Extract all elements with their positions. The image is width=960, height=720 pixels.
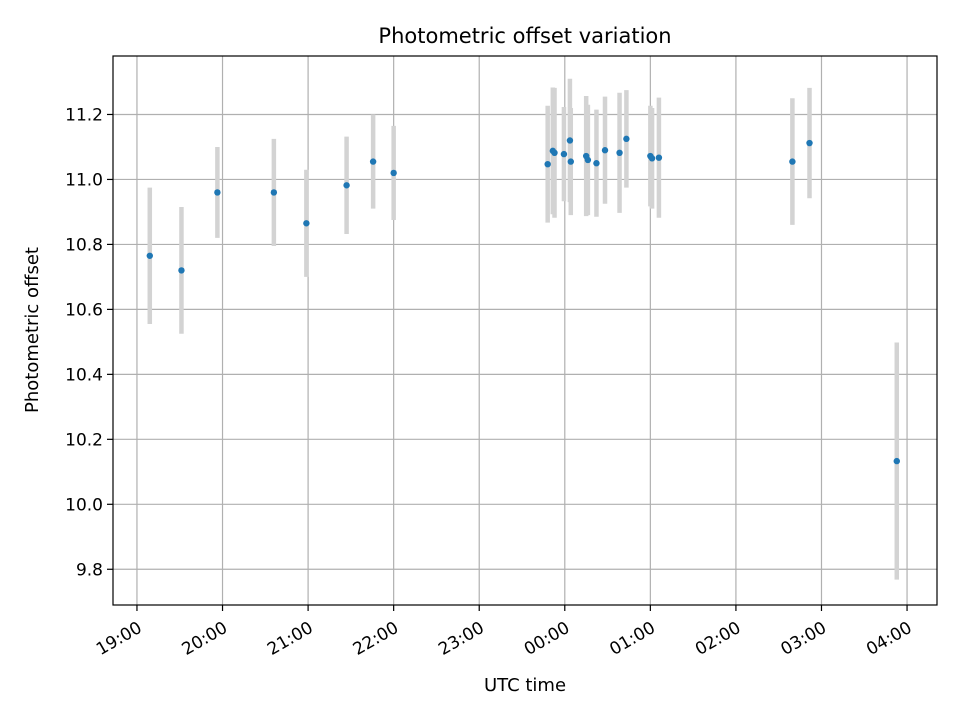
data-point — [584, 156, 592, 164]
x-axis-title: UTC time — [484, 675, 566, 696]
data-point — [789, 158, 796, 165]
plot-frame — [112, 55, 938, 606]
y-axis: 9.8 10.0 10.2 10.4 10.6 10.8 11.0 11.2 — [65, 105, 113, 580]
data-points — [146, 135, 900, 465]
y-tick-label: 10.2 — [65, 430, 103, 450]
y-tick-label: 11.2 — [65, 105, 103, 125]
y-tick-label: 9.8 — [76, 560, 103, 580]
data-point — [616, 149, 623, 157]
data-point — [551, 149, 558, 157]
y-axis-title: Photometric offset — [22, 247, 43, 413]
data-point — [655, 154, 663, 161]
data-point — [566, 137, 574, 144]
y-tick-label: 10.6 — [65, 300, 103, 320]
data-point — [343, 182, 350, 189]
data-point — [390, 169, 397, 177]
data-point — [623, 135, 630, 143]
data-point — [593, 160, 600, 167]
data-point — [146, 252, 153, 259]
y-tick-label: 10.4 — [65, 365, 103, 385]
data-point — [214, 189, 221, 196]
y-tick-label: 11.0 — [65, 170, 103, 190]
data-point — [806, 139, 813, 147]
data-point — [648, 155, 656, 162]
data-point — [893, 457, 900, 465]
data-point — [303, 220, 310, 227]
data-point — [369, 158, 377, 165]
data-point — [270, 189, 278, 196]
y-tick-label: 10.8 — [65, 235, 103, 255]
y-tick-label: 10.0 — [65, 495, 103, 515]
data-point — [560, 150, 568, 158]
chart-title: Photometric offset variation — [378, 24, 671, 48]
data-point — [544, 160, 551, 168]
data-point — [567, 158, 574, 165]
data-point — [178, 267, 185, 274]
data-point — [601, 147, 609, 154]
